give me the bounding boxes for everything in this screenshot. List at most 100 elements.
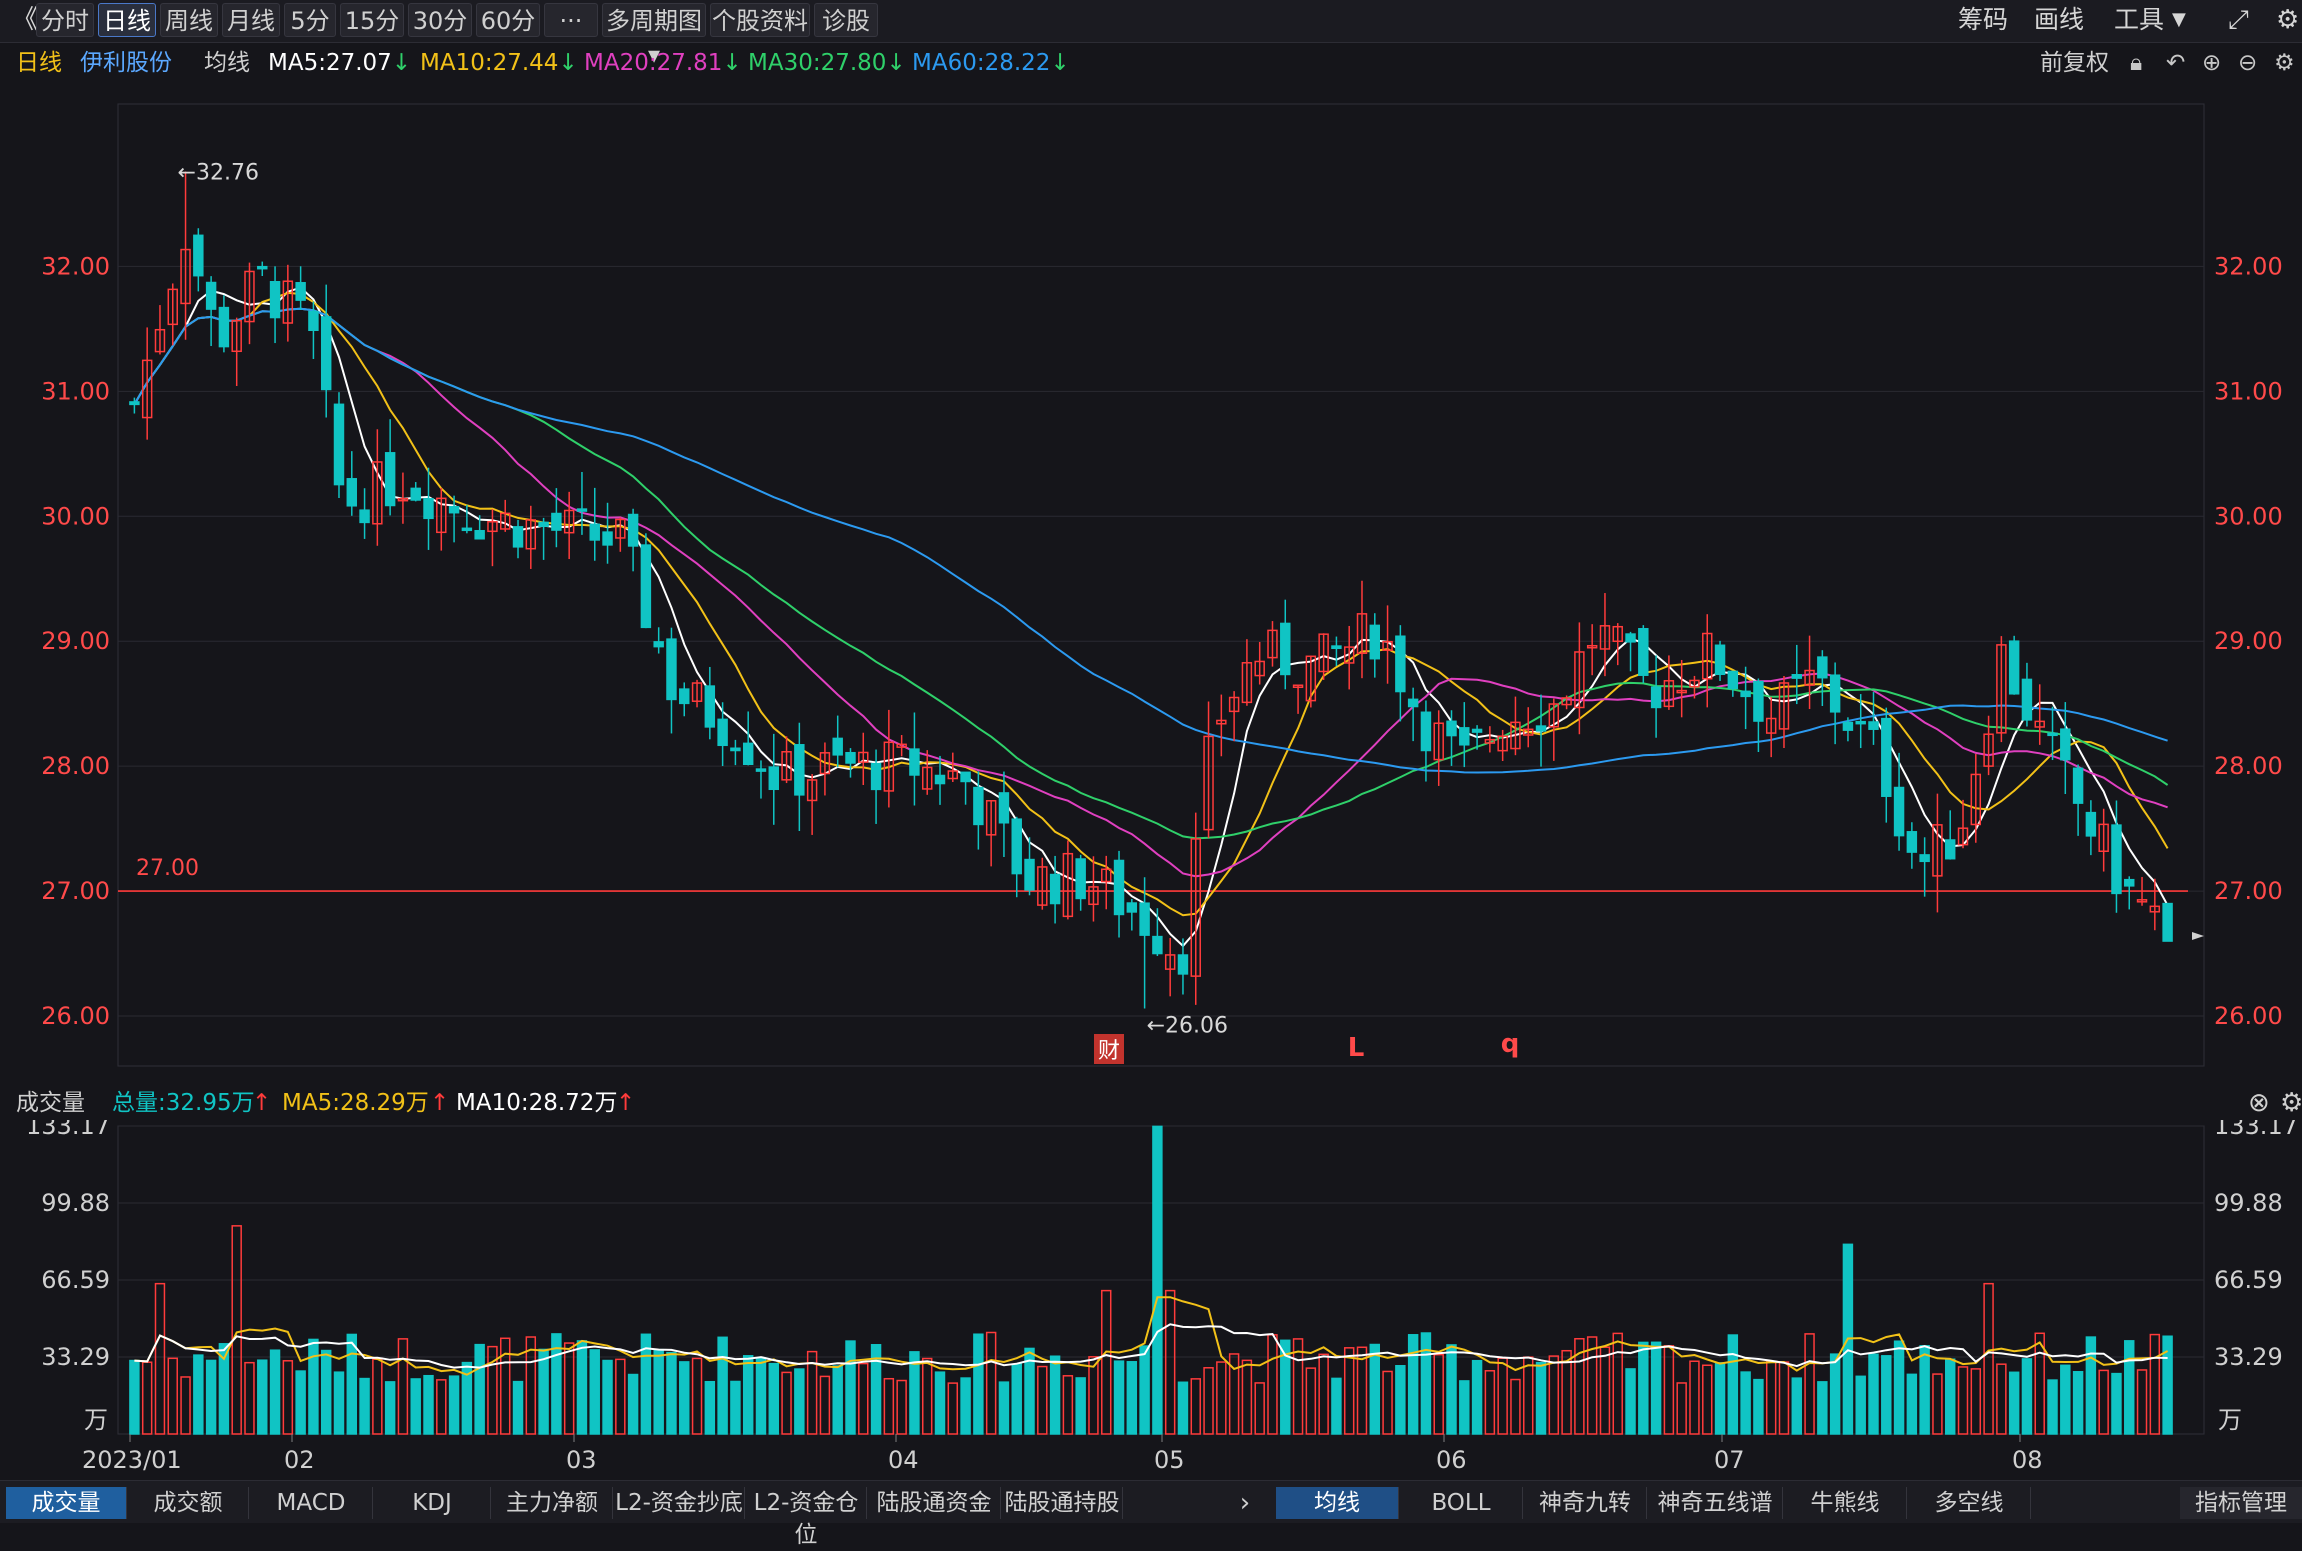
volume-bar bbox=[1727, 1334, 1739, 1435]
volume-bar bbox=[615, 1358, 626, 1435]
gear-icon[interactable]: ⚙ bbox=[2276, 5, 2300, 35]
volume-bar bbox=[717, 1336, 728, 1435]
candle-body bbox=[397, 497, 409, 502]
kline-chart[interactable]: 32.00 32.00 31.00 31.00 30.00 30.00 29.00 29.00… bbox=[0, 0, 2302, 1480]
indicator-tab-0[interactable]: 成交量 bbox=[6, 1487, 127, 1519]
period-tab-2[interactable]: 周线 bbox=[160, 3, 218, 37]
candle-body bbox=[883, 741, 895, 792]
candle-body bbox=[1676, 689, 1687, 694]
volume-bar bbox=[193, 1354, 204, 1435]
candle-body bbox=[1395, 635, 1406, 693]
period-tab-5[interactable]: 15分 bbox=[340, 3, 404, 37]
volume-bar bbox=[2021, 1358, 2033, 1435]
overlay-tab-5[interactable]: 多空线 bbox=[1908, 1487, 2031, 1519]
settings-gear-icon[interactable]: ⚙ bbox=[2274, 50, 2295, 76]
zoom-out-icon[interactable]: ⊖ bbox=[2238, 50, 2258, 76]
volume-bar bbox=[1497, 1357, 1508, 1435]
event-L-label: L bbox=[1348, 1033, 1365, 1063]
volume-bar bbox=[742, 1355, 754, 1435]
candle-body bbox=[1152, 935, 1163, 955]
candle-body bbox=[410, 487, 421, 501]
period-tab-11[interactable]: 诊股 bbox=[814, 3, 878, 37]
candle-body bbox=[1970, 773, 1982, 826]
candle-body bbox=[1228, 696, 1240, 713]
overlay-tab-4[interactable]: 牛熊线 bbox=[1784, 1487, 1907, 1519]
volume-bar bbox=[1791, 1377, 1802, 1435]
candle-body bbox=[2111, 824, 2122, 895]
period-tab-10[interactable]: 个股资料 bbox=[710, 3, 810, 37]
period-tab-9[interactable]: 多周期图 ▾ bbox=[602, 3, 706, 69]
zoom-in-icon[interactable]: ⊕ bbox=[2202, 50, 2222, 76]
indicator-tab-3[interactable]: KDJ bbox=[374, 1487, 491, 1519]
period-tab-4[interactable]: 5分 bbox=[284, 3, 336, 37]
candle-body bbox=[1714, 644, 1726, 676]
volume-bar bbox=[1075, 1377, 1086, 1435]
volume-bar bbox=[308, 1338, 319, 1435]
volume-bar bbox=[2034, 1332, 2045, 1435]
volume-ma10: MA10:28.72万 bbox=[456, 1090, 618, 1116]
indicator-tab-7[interactable]: 陆股通资金 bbox=[868, 1487, 1001, 1519]
chips-button[interactable]: 筹码 bbox=[1958, 5, 2009, 34]
avg-line-label[interactable]: 均线 bbox=[204, 50, 250, 76]
candle-body bbox=[333, 403, 345, 486]
close-icon[interactable]: ⊗ bbox=[2248, 1088, 2270, 1118]
volume-bar bbox=[129, 1359, 140, 1435]
indicator-tab-4[interactable]: 主力净额 bbox=[492, 1487, 613, 1519]
volume-bar bbox=[154, 1282, 166, 1435]
indicator-tab-6[interactable]: L2-资金仓位 bbox=[746, 1487, 867, 1548]
indicator-tab-1[interactable]: 成交额 bbox=[128, 1487, 249, 1519]
candle-body bbox=[653, 641, 664, 648]
fq-label[interactable]: 前复权 bbox=[2040, 50, 2109, 76]
volume-bar bbox=[1612, 1332, 1623, 1435]
stock-name[interactable]: 伊利股份 bbox=[80, 50, 172, 76]
candle-body bbox=[1062, 852, 1074, 918]
period-tab-3[interactable]: 月线 bbox=[222, 3, 280, 37]
volume-bar bbox=[1535, 1361, 1547, 1435]
candle-body bbox=[1177, 954, 1189, 975]
candle-body bbox=[589, 523, 600, 541]
volume-bar bbox=[1190, 1378, 1201, 1435]
overlay-tab-3[interactable]: 神奇五线谱 bbox=[1648, 1487, 1783, 1519]
indicator-tab-5[interactable]: L2-资金抄底 bbox=[614, 1487, 745, 1519]
event-q-label: q bbox=[1501, 1029, 1520, 1059]
draw-button[interactable]: 画线 bbox=[2034, 5, 2085, 34]
overlay-tab-2[interactable]: 神奇九转 bbox=[1524, 1487, 1647, 1519]
up-arrow-icon: ↑ bbox=[430, 1090, 450, 1116]
candle-body bbox=[1778, 682, 1790, 730]
overlay-tab-1[interactable]: BOLL bbox=[1400, 1487, 1523, 1519]
candle-body bbox=[525, 519, 537, 550]
candle-body bbox=[1996, 644, 2007, 734]
tools-button[interactable]: 工具 bbox=[2114, 5, 2165, 34]
candle-body bbox=[1638, 628, 1649, 676]
candle-body bbox=[1216, 719, 1227, 725]
candle-body bbox=[2162, 902, 2173, 942]
chevron-right-icon[interactable]: › bbox=[1239, 1488, 1251, 1518]
back-icon[interactable]: 《 bbox=[12, 5, 39, 35]
period-tab-6[interactable]: 30分 bbox=[408, 3, 472, 37]
indicator-manage-button[interactable]: 指标管理 bbox=[2180, 1487, 2302, 1519]
volume-bar bbox=[1689, 1360, 1700, 1435]
volume-bar bbox=[1280, 1339, 1291, 1435]
chevron-down-icon[interactable]: ▼ bbox=[2172, 9, 2186, 30]
gear-icon[interactable]: ⚙ bbox=[2280, 1088, 2302, 1118]
undo-icon[interactable]: ↶ bbox=[2166, 50, 2186, 76]
period-tab-8[interactable]: ··· bbox=[544, 3, 598, 37]
candle-body bbox=[257, 265, 268, 270]
indicator-tab-8[interactable]: 陆股通持股 bbox=[1002, 1487, 1123, 1519]
candle-body bbox=[141, 359, 153, 419]
volume-bar bbox=[1561, 1349, 1572, 1435]
volume-title[interactable]: 成交量 bbox=[16, 1090, 85, 1116]
candle-body bbox=[167, 288, 178, 326]
lock-icon[interactable]: 🔒︎ bbox=[2130, 50, 2143, 76]
indicator-tab-2[interactable]: MACD bbox=[250, 1487, 373, 1519]
volume-bar bbox=[167, 1357, 178, 1435]
period-tab-0[interactable]: 分时 bbox=[36, 3, 94, 37]
candle-body bbox=[934, 774, 946, 785]
period-tab-1[interactable]: 日线 bbox=[98, 3, 156, 37]
candle-body bbox=[180, 248, 191, 305]
fullscreen-icon[interactable]: ⤢ bbox=[2228, 5, 2249, 35]
overlay-tab-0[interactable]: 均线 bbox=[1276, 1487, 1399, 1519]
period-tab-7[interactable]: 60分 bbox=[476, 3, 540, 37]
volume-bar bbox=[1420, 1332, 1432, 1435]
volume-bar bbox=[1893, 1340, 1905, 1435]
